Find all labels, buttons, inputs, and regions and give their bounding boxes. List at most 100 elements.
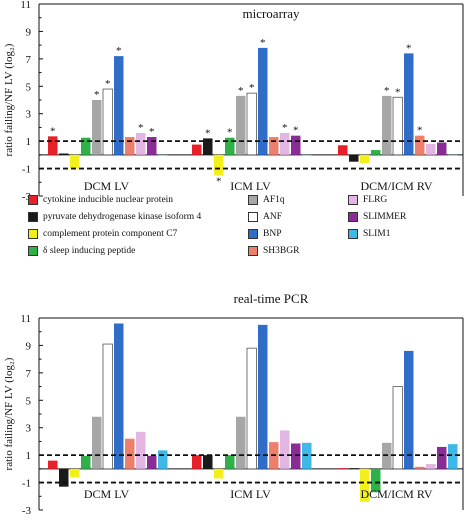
bar	[59, 153, 69, 155]
legend-item: ANF	[248, 212, 282, 222]
legend-swatch	[348, 212, 358, 222]
significance-marker: *	[238, 85, 244, 97]
y-tick-label: 11	[20, 0, 31, 11]
bar	[338, 145, 348, 155]
bar	[48, 460, 58, 469]
legend-item: SH3BGR	[248, 246, 299, 256]
chart-title: real-time PCR	[234, 291, 309, 306]
bar	[102, 343, 113, 470]
significance-marker: *	[216, 175, 222, 187]
bar	[102, 88, 113, 156]
bar	[203, 455, 213, 469]
legend-swatch	[28, 212, 38, 222]
y-tick-label: -1	[22, 478, 31, 490]
significance-marker: *	[406, 42, 412, 54]
significance-marker: *	[417, 125, 423, 137]
bar	[225, 455, 235, 469]
bar	[371, 150, 381, 155]
significance-marker: *	[205, 127, 211, 139]
legend-label: δ sleep inducing peptide	[43, 246, 136, 256]
y-tick-label: 3	[26, 109, 32, 121]
legend-item: AF1q	[248, 195, 285, 205]
y-tick-label: 7	[26, 368, 32, 380]
bar	[448, 154, 458, 156]
bar	[125, 137, 135, 155]
bar	[360, 468, 370, 502]
bar	[48, 136, 58, 155]
bar	[404, 53, 414, 155]
legend-item: BNP	[248, 229, 281, 239]
significance-marker: *	[249, 82, 255, 94]
bar	[236, 95, 246, 155]
bar	[426, 464, 436, 469]
legend: cytokine inducible nuclear protein pyruva…	[28, 195, 468, 295]
group-label: DCM LV	[84, 179, 130, 193]
bar	[404, 350, 414, 469]
bar	[192, 455, 202, 469]
bar	[158, 154, 168, 156]
chart-panel-1: microarray ratio failing/NF LV (log₂) -3 -1…	[3, 0, 464, 203]
bar	[437, 142, 447, 155]
legend-swatch	[28, 246, 38, 256]
y-tick-label: -1	[22, 164, 31, 176]
y-tick-label: 3	[26, 423, 32, 435]
significance-marker: *	[116, 45, 122, 57]
bar	[114, 56, 124, 155]
significance-marker: *	[227, 127, 233, 139]
group-label: DCM/ICM RV	[360, 179, 432, 193]
legend-swatch	[248, 195, 258, 205]
legend-label: SLIM1	[363, 229, 391, 239]
bar	[70, 154, 80, 169]
bar	[92, 100, 102, 155]
bar	[147, 137, 157, 155]
legend-item: pyruvate dehydrogenase kinase isoform 4	[28, 212, 201, 222]
bar	[291, 135, 301, 155]
significance-marker: *	[105, 78, 111, 90]
bar	[280, 132, 290, 155]
legend-label: pyruvate dehydrogenase kinase isoform 4	[43, 212, 202, 222]
y-tick-label: 5	[26, 395, 32, 407]
legend-label: complement protein component C7	[43, 229, 178, 239]
bar	[158, 450, 168, 469]
legend-swatch	[348, 229, 358, 239]
y-tick-label: 5	[26, 81, 32, 93]
legend-swatch	[248, 229, 258, 239]
bar	[426, 143, 436, 155]
legend-label: cytokine inducible nuclear protein	[43, 195, 174, 205]
bar	[214, 468, 224, 479]
significance-marker: *	[138, 122, 144, 134]
legend-swatch	[28, 195, 38, 205]
bar	[338, 468, 348, 469]
group-label: DCM LV	[84, 487, 130, 501]
legend-label: SLIMMER	[363, 212, 407, 222]
significance-marker: *	[260, 37, 266, 49]
legend-item: SLIM1	[348, 229, 390, 239]
bar	[382, 95, 392, 155]
bar	[269, 137, 279, 155]
bar	[246, 347, 257, 470]
bar	[280, 430, 290, 469]
bar	[81, 137, 91, 155]
legend-label: FLRG	[363, 195, 388, 205]
bar	[448, 444, 458, 469]
significance-marker: *	[282, 122, 288, 134]
y-tick-label: 1	[26, 136, 32, 148]
bar	[392, 386, 403, 470]
bar	[225, 137, 235, 155]
significance-marker: *	[50, 125, 56, 137]
legend-item: cytokine inducible nuclear protein	[28, 195, 173, 205]
legend-item: complement protein component C7	[28, 229, 177, 239]
legend-item: SLIMMER	[348, 212, 406, 222]
y-tick-label: 11	[20, 313, 31, 325]
bar	[70, 468, 80, 478]
bar	[437, 446, 447, 469]
bar	[125, 438, 135, 469]
bar	[59, 468, 69, 487]
significance-marker: *	[293, 125, 299, 137]
bar	[214, 154, 224, 176]
legend-label: SH3BGR	[263, 246, 300, 256]
legend-swatch	[348, 195, 358, 205]
bar	[349, 468, 359, 469]
legend-item: δ sleep inducing peptide	[28, 246, 135, 256]
bar	[258, 47, 268, 155]
